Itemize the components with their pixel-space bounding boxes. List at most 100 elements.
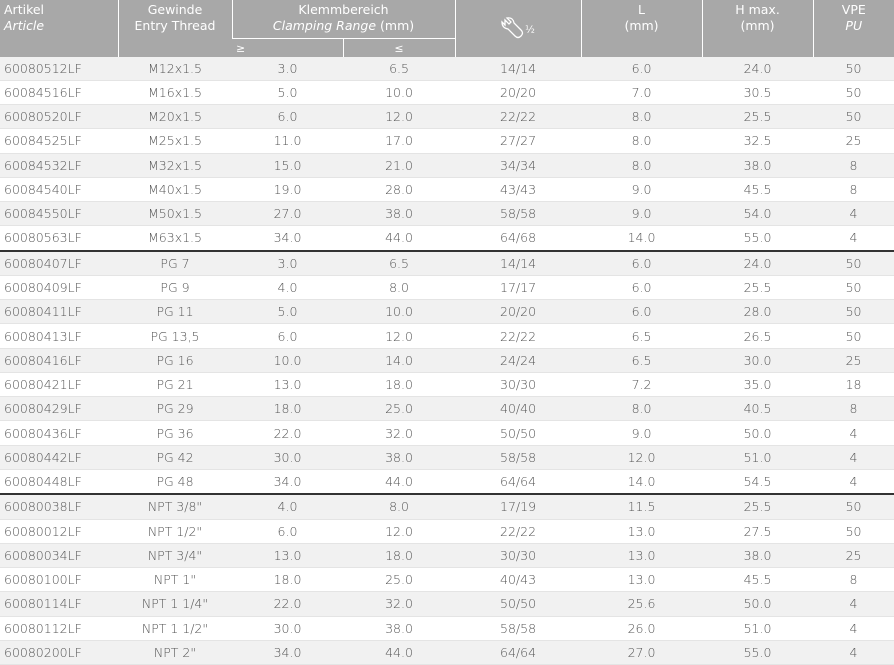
table-cell: 8 — [813, 396, 894, 422]
table-cell: 60080512LF — [0, 56, 118, 81]
table-cell: PG 7 — [118, 249, 232, 276]
table-cell: 60080411LF — [0, 299, 118, 325]
header-text: Clamping Range — [272, 18, 377, 33]
table-cell: 21.0 — [343, 153, 456, 178]
header-text: Klemmbereich — [298, 2, 389, 17]
table-cell: 45.5 — [702, 567, 814, 593]
table-cell: 60080421LF — [0, 372, 118, 398]
header-cell: ≥ — [232, 37, 343, 57]
table-cell: 6.0 — [581, 56, 703, 81]
table-cell: 60080409LF — [0, 275, 118, 301]
table-cell: 44.0 — [343, 225, 456, 252]
header-text: Article — [4, 18, 45, 33]
table-cell: NPT 3/8" — [118, 493, 232, 520]
table-cell: 11.5 — [581, 493, 703, 520]
table-cell: 11.0 — [232, 128, 343, 154]
table-cell: 5.0 — [232, 80, 343, 106]
table-cell: PG 48 — [118, 469, 232, 495]
table-cell: M20x1.5 — [118, 104, 232, 130]
table-cell: 25 — [813, 543, 894, 569]
table-cell: 8.0 — [343, 493, 456, 520]
table-cell: NPT 1/2" — [118, 519, 232, 544]
table-row: 60080200LF NPT 2" 34.0 44.0 64/64 27.0 55.0 4 — [0, 640, 894, 665]
table-cell: 8 — [813, 177, 894, 203]
table-cell: 50.0 — [702, 420, 814, 446]
header-text: PU — [845, 18, 863, 33]
table-cell: 50.0 — [702, 591, 814, 617]
table-cell: 30.0 — [232, 616, 343, 641]
table-cell: 3.0 — [232, 249, 343, 276]
table-cell: 64/64 — [455, 640, 582, 665]
table-cell: 4 — [813, 591, 894, 617]
table-cell: 14/14 — [455, 249, 582, 276]
table-row: 60084532LF M32x1.5 15.0 21.0 34/34 8.0 38.0 8 — [0, 153, 894, 178]
table-cell: 4 — [813, 640, 894, 665]
table-cell: 14/14 — [455, 56, 582, 81]
table-cell: 6.0 — [232, 519, 343, 544]
table-cell: 3.0 — [232, 56, 343, 81]
table-cell: 28.0 — [343, 177, 456, 203]
table-cell: 26.5 — [702, 323, 814, 349]
table-cell: 20/20 — [455, 80, 582, 106]
table-cell: 45.5 — [702, 177, 814, 203]
wrench-icon — [501, 17, 524, 39]
table-cell: 60080407LF — [0, 249, 118, 276]
table-row: 60080421LF PG 21 13.0 18.0 30/30 7.2 35.0 18 — [0, 372, 894, 398]
table-cell: 8.0 — [581, 396, 703, 422]
table-cell: PG 9 — [118, 275, 232, 301]
header-cell: Klemmbereich Clamping Range (mm) — [231, 0, 456, 38]
table-cell: 25.5 — [702, 275, 814, 301]
table-cell: 24.0 — [702, 249, 814, 276]
table-cell: 6.0 — [232, 323, 343, 349]
table-row: 60080034LF NPT 3/4" 13.0 18.0 30/30 13.0 38.0 2… — [0, 543, 894, 569]
table-cell: M25x1.5 — [118, 128, 232, 154]
table-cell: 30.0 — [702, 348, 814, 373]
table-cell: 27/27 — [455, 128, 582, 154]
header-text: (mm) — [740, 18, 775, 33]
table-cell: 25.0 — [343, 396, 456, 422]
table-cell: 25 — [813, 128, 894, 154]
table-row: 60084540LF M40x1.5 19.0 28.0 43/43 9.0 45.5 8 — [0, 177, 894, 203]
table-cell: 13.0 — [581, 519, 703, 544]
table-cell: 22.0 — [232, 591, 343, 617]
table-cell: 17/17 — [455, 275, 582, 301]
table-cell: 8 — [813, 567, 894, 593]
table-cell: 60084550LF — [0, 201, 118, 227]
table-cell: 38.0 — [702, 543, 814, 569]
table-cell: 38.0 — [343, 445, 456, 471]
table-cell: 26.0 — [581, 616, 703, 641]
table-cell: 25.5 — [702, 104, 814, 130]
table-row: 60080413LF PG 13,5 6.0 12.0 22/22 6.5 26.5 50 — [0, 323, 894, 349]
table-cell: 12.0 — [581, 445, 703, 471]
table-cell: 51.0 — [702, 445, 814, 471]
table-cell: 60080200LF — [0, 640, 118, 665]
table-cell: 17/19 — [455, 493, 582, 520]
table-cell: 25.0 — [343, 567, 456, 593]
table-cell: 24.0 — [702, 56, 814, 81]
table-cell: 27.0 — [232, 201, 343, 227]
table-cell: 14.0 — [343, 348, 456, 373]
table-cell: 12.0 — [343, 519, 456, 544]
table-cell: 43/43 — [455, 177, 582, 203]
header-cell: Artikel Article — [0, 0, 118, 57]
table-cell: 22/22 — [455, 323, 582, 349]
table-cell: 6.5 — [581, 348, 703, 373]
table-cell: 4.0 — [232, 493, 343, 520]
table-cell: PG 21 — [118, 372, 232, 398]
table-cell: 18.0 — [343, 543, 456, 569]
table-cell: 8.0 — [581, 104, 703, 130]
table-cell: 9.0 — [581, 420, 703, 446]
table-cell: NPT 1" — [118, 567, 232, 593]
table-cell: 5.0 — [232, 299, 343, 325]
table-cell: 7.2 — [581, 372, 703, 398]
table-cell: 8.0 — [581, 128, 703, 154]
table-row: 60080038LF NPT 3/8" 4.0 8.0 17/19 11.5 25.5 50 — [0, 493, 894, 520]
table-cell: M63x1.5 — [118, 225, 232, 252]
table-cell: 44.0 — [343, 469, 456, 495]
table-cell: PG 36 — [118, 420, 232, 446]
table-cell: NPT 1 1/4" — [118, 591, 232, 617]
table-cell: 6.0 — [581, 275, 703, 301]
table-cell: 9.0 — [581, 177, 703, 203]
